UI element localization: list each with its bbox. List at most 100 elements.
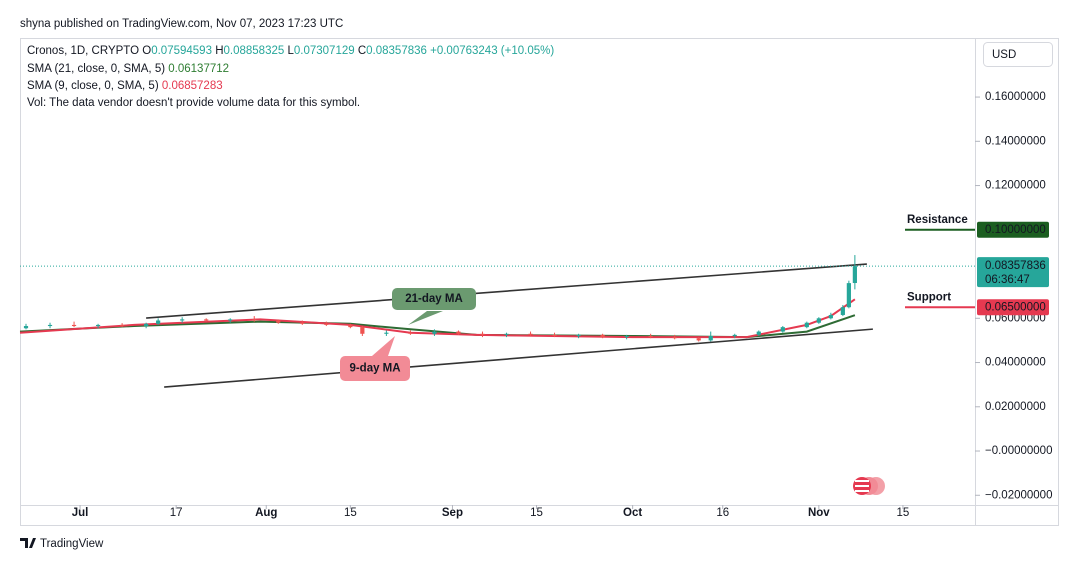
y-tick-label: 0.16000000 — [985, 91, 1046, 103]
candle-body — [696, 338, 701, 341]
candle-body — [780, 327, 785, 332]
x-tick-label: Oct — [623, 507, 642, 519]
callout-pointer — [408, 311, 443, 325]
x-tick-label: 17 — [170, 507, 183, 519]
study-label: SMA (9, close, 0, SMA, 5) — [27, 80, 159, 92]
y-tick-label: 0.12000000 — [985, 180, 1046, 192]
candle-body — [804, 322, 809, 328]
candle-body — [47, 324, 53, 327]
y-tick-label: 0.06000000 — [985, 312, 1046, 324]
candle-body — [252, 319, 257, 321]
level-name: Support — [907, 291, 951, 303]
callout-pointer — [372, 336, 395, 356]
moving-average — [19, 298, 856, 339]
countdown: 06:36:47 — [985, 274, 1030, 286]
level-price-box — [977, 221, 1049, 238]
trendline — [164, 328, 873, 388]
candle-body — [648, 335, 653, 338]
candle-body — [300, 322, 305, 324]
level-name: Resistance — [907, 214, 968, 226]
ohlc-key: O — [142, 45, 151, 57]
volume-note: Vol: The data vendor doesn't provide vol… — [27, 97, 360, 109]
candle-body — [552, 334, 557, 336]
ohlc-value: 0.07307129 — [294, 45, 355, 57]
ohlc-key: C — [358, 45, 366, 57]
x-tick-label: Nov — [808, 507, 830, 519]
candle-body — [624, 335, 629, 338]
candle-body — [816, 318, 821, 323]
candle-body — [846, 283, 851, 308]
candle-body — [324, 323, 329, 325]
candle-body — [120, 324, 125, 327]
candle-body — [360, 327, 365, 334]
currency-button[interactable] — [983, 42, 1053, 67]
study-label: SMA (21, close, 0, SMA, 5) — [27, 63, 165, 75]
x-tick-label: Sep — [442, 507, 463, 519]
candle-body — [276, 320, 281, 323]
header: shyna published on TradingView.com, Nov … — [20, 18, 343, 30]
x-tick-label: 15 — [530, 507, 543, 519]
candle-body — [504, 333, 509, 335]
chart-frame — [20, 38, 1059, 526]
study-legend: SMA (9, close, 0, SMA, 5) 0.06857283 — [27, 80, 223, 92]
legend-line: Cronos, 1D, CRYPTO O0.07594593 H0.088583… — [27, 45, 554, 57]
candle-body — [480, 333, 485, 335]
x-tick-label: Aug — [255, 507, 277, 519]
level-price-label: 0.06500000 — [985, 301, 1046, 313]
candle-body — [23, 326, 29, 329]
candle-body — [432, 331, 437, 334]
logo — [20, 538, 36, 548]
candle-body — [840, 307, 845, 315]
footer: TradingView — [40, 538, 104, 550]
x-tick-label: 15 — [897, 507, 910, 519]
candle-body — [408, 332, 413, 334]
y-tick-label: 0.14000000 — [985, 135, 1046, 147]
change: +0.00763243 (+10.05%) — [430, 45, 554, 57]
candle-body — [95, 324, 101, 327]
level-price-label: 0.10000000 — [985, 224, 1046, 236]
flag-icon — [853, 477, 885, 495]
last-price-label: 0.08357836 — [985, 260, 1046, 272]
study-value: 0.06137712 — [168, 63, 229, 75]
moving-average — [19, 314, 856, 339]
candle-body — [732, 334, 737, 336]
y-tick-label: −0.02000000 — [985, 489, 1052, 501]
y-tick-label: 0.02000000 — [985, 401, 1046, 413]
study-value: 0.06857283 — [162, 80, 223, 92]
x-tick-label: Jul — [72, 507, 89, 519]
ohlc-key: H — [215, 45, 223, 57]
candle-body — [204, 319, 209, 321]
y-tick-label: 0.04000000 — [985, 357, 1046, 369]
y-tick-label: −0.00000000 — [985, 445, 1052, 457]
level-price-box — [977, 299, 1049, 316]
candle-body — [708, 335, 713, 341]
callout-label: 9-day MA — [349, 363, 400, 375]
callout-label: 21-day MA — [405, 293, 463, 305]
x-tick-label: 16 — [716, 507, 729, 519]
callout-box — [392, 288, 476, 310]
study-legend: SMA (21, close, 0, SMA, 5) 0.06137712 — [27, 63, 229, 75]
candle-body — [228, 319, 233, 321]
candle-body — [576, 334, 581, 336]
candle-body — [600, 334, 605, 338]
candle-body — [348, 324, 353, 328]
candle-body — [180, 319, 185, 321]
candle-body — [756, 331, 761, 335]
candle-body — [144, 323, 149, 327]
candle-body — [71, 324, 77, 327]
ohlc-value: 0.08858325 — [224, 45, 285, 57]
last-price-box — [977, 257, 1049, 288]
candle-body — [528, 333, 533, 335]
ohlc-value: 0.07594593 — [151, 45, 212, 57]
ohlc-value: 0.08357836 — [366, 45, 427, 57]
candle-body — [828, 314, 833, 319]
currency[interactable]: USD — [992, 49, 1016, 61]
candle-body — [156, 320, 161, 324]
candle-body — [672, 337, 677, 339]
callout-box — [340, 356, 410, 381]
candle-body — [384, 332, 389, 334]
candle-body — [852, 266, 857, 284]
